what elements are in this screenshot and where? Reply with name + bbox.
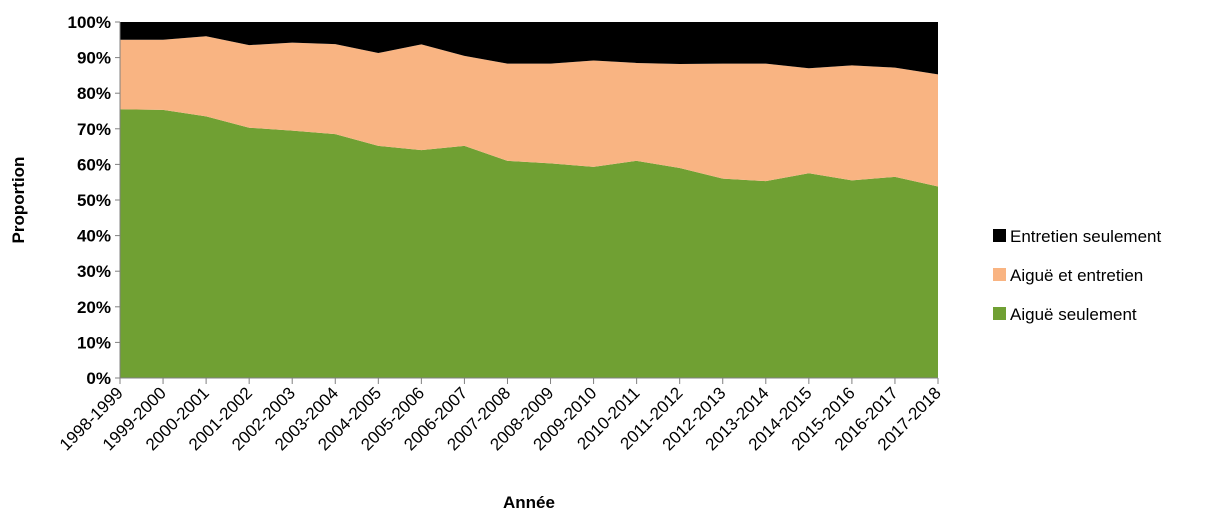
area [120, 109, 938, 378]
y-tick-label: 50% [77, 191, 111, 210]
legend-label: Entretien seulement [1010, 227, 1161, 246]
y-tick-label: 70% [77, 120, 111, 139]
y-tick-label: 60% [77, 155, 111, 174]
y-tick-label: 30% [77, 262, 111, 281]
legend-label: Aiguë seulement [1010, 305, 1137, 324]
legend-swatch [993, 307, 1006, 320]
legend-swatch [993, 268, 1006, 281]
y-axis-title: Proportion [9, 157, 28, 244]
area [120, 22, 938, 75]
legend-swatch [993, 229, 1006, 242]
y-tick-label: 80% [77, 84, 111, 103]
y-tick-label: 10% [77, 333, 111, 352]
x-axis-title: Année [503, 493, 555, 512]
area [120, 36, 938, 187]
y-tick-label: 20% [77, 298, 111, 317]
legend-label: Aiguë et entretien [1010, 266, 1143, 285]
y-tick-label: 40% [77, 227, 111, 246]
y-tick-label: 0% [86, 369, 111, 388]
y-tick-label: 100% [68, 13, 111, 32]
y-tick-label: 90% [77, 49, 111, 68]
